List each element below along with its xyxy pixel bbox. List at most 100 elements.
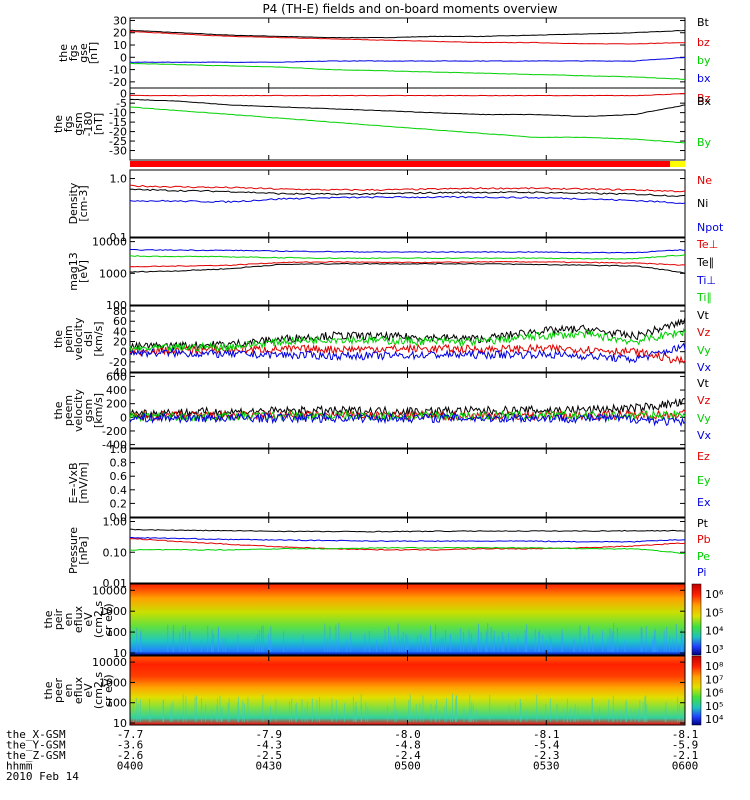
colorbar-label: 10⁷ [705,673,723,686]
y-axis-label: fgs [67,44,80,61]
series-bx [129,98,686,118]
footer-value: -8.1 [672,728,699,741]
y-tick-label: -400 [102,439,127,452]
series-te∥ [129,262,686,274]
y-axis-label: velocity [72,389,85,432]
data-quality-bar [130,161,685,167]
legend-entry: Ez [697,450,710,463]
colorbar-1 [691,583,702,656]
y-tick-label: 0 [120,51,127,64]
y-axis-label: the [57,44,70,62]
series-bz [129,30,686,45]
legend-entry: Ey [697,474,711,487]
footer-value: -2.1 [672,749,699,762]
panel-4: 10000 1000 100 mag13[eV] Te⊥ Te∥ Ti⊥ Ti∥ [67,236,718,312]
colorbar-label: 10⁸ [705,660,724,673]
y-axis-label: [km/s] [92,321,105,356]
y-axis-label: the [42,681,55,699]
legend-entry: Pi [697,566,706,579]
footer-value: -4.3 [256,739,283,752]
series-bt [129,29,686,39]
footer-date: 2010 Feb 14 [6,770,79,783]
y-axis-label: dsl [82,331,95,347]
legend-entry: bx [697,72,711,85]
y-axis-label: peim [62,325,75,353]
legend-entry: Te∥ [696,256,714,269]
y-tick-label: 0 [120,411,127,424]
y-tick-label: 10 [113,39,127,52]
footer-value: 0430 [256,760,283,773]
y-axis-label: [km/s] [92,393,105,428]
y-tick-label: 1.0 [110,443,128,456]
series-vx [129,342,686,364]
y-tick-label: 80 [113,305,127,318]
y-tick-label: 60 [113,315,127,328]
y-tick-label: 30 [113,14,127,27]
y-axis-label: E=-VxB [67,462,80,503]
y-axis-label: the [52,115,65,133]
legend-entry: Vx [697,361,712,374]
y-axis-label: peir [52,608,65,630]
y-tick-label: 100 [106,626,127,639]
footer-value: -5.4 [533,739,560,752]
y-axis-label: the [42,610,55,628]
legend-entry: Vx [697,429,712,442]
y-tick-label: 0 [120,88,127,101]
legend-entry: bz [697,36,710,49]
footer-row-label: the_Z-GSM [6,749,66,762]
footer-value: -7.7 [117,728,144,741]
series-te⊥ [129,260,686,268]
footer-value: -8.1 [533,728,560,741]
y-axis-label: eflux [72,676,85,704]
panel-9: 10⁶ 10⁵ 10⁴ 10³ 10000 1000 100 10 thepeireneflux… [42,583,724,660]
series-by [129,62,686,80]
y-tick-label: 0.01 [103,577,128,590]
legend-entry: Ti∥ [696,291,712,304]
footer-value: -2.4 [394,749,421,762]
y-axis-label: peem [62,395,75,426]
footer-value: -4.8 [394,739,421,752]
legend-entry: Vt [697,309,710,322]
colorbar-label: 10⁶ [705,588,724,601]
y-tick-label: 200 [106,398,127,411]
y-axis-label: [cm-3] [77,185,90,221]
footer-value: -7.9 [256,728,283,741]
footer-value: -5.9 [672,739,699,752]
y-axis-label: fgs [62,115,75,132]
y-axis-label: Pressure [67,527,80,574]
legend-entry: Bx [697,95,712,108]
colorbar-2 [691,655,702,726]
legend-entry: Vz [697,326,711,339]
footer-value: 0600 [672,760,699,773]
series-vt [129,317,686,351]
legend-entry: By [697,136,712,149]
legend-entry: Vz [697,394,711,407]
series-bx [129,57,686,63]
quality-bar-red [130,161,670,167]
y-tick-label: -5 [116,97,127,110]
y-tick-label: 1000 [99,676,127,689]
y-tick-label: 1000 [99,267,127,280]
legend-entry: Bz [697,92,711,105]
panel-7: 1.00.80.60.40.20.0 E=-VxB[mV/m] Ez Ey Ex [67,443,711,524]
y-tick-label: -20 [109,126,127,139]
legend-entry: Vt [697,377,710,390]
y-tick-label: 600 [106,370,127,383]
footer-value: -2.5 [256,749,283,762]
panels: 3020100-10-20thefgsgse[nT]Btbzbybx0-5-10… [42,14,724,730]
y-axis-label: [nT] [92,113,105,135]
panel-frame [129,87,686,161]
y-tick-label: 10000 [92,236,127,249]
y-tick-label: 0.1 [110,231,128,244]
y-tick-label: 20 [113,336,127,349]
legend-entry: Pt [697,517,709,530]
y-axis-label: Density [67,182,80,224]
figure-title: P4 (TH-E) fields and on-board moments ov… [262,2,557,16]
legend-entry: Pb [697,533,711,546]
ephemeris-footer: the_X-GSM -7.7 -7.9 -8.0 -8.1 -8.1 the_Y-GSM -3… [6,728,698,783]
y-tick-label: -20 [109,356,127,369]
